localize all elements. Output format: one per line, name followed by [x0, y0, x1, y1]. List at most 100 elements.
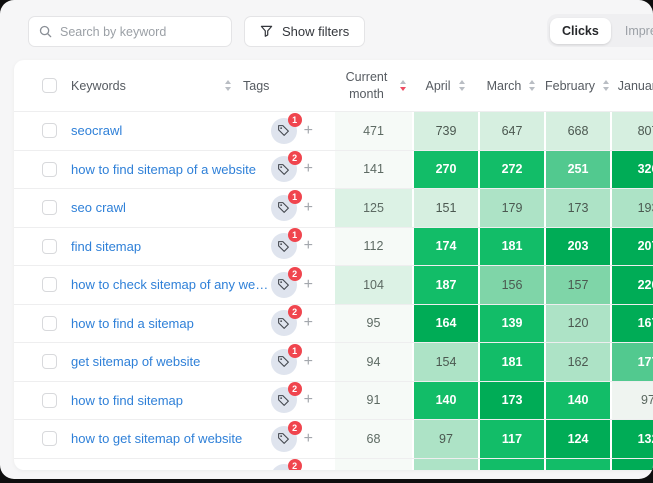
current-month-sort-icon[interactable] — [399, 80, 406, 91]
february-cell: 668 — [544, 112, 610, 150]
tag-button[interactable]: 1 — [270, 343, 302, 375]
tag-button[interactable]: 2 — [270, 151, 302, 183]
add-tag-button[interactable]: + — [303, 198, 313, 216]
show-filters-button[interactable]: Show filters — [244, 16, 366, 47]
row-checkbox[interactable] — [42, 431, 57, 447]
keyword-search-box[interactable] — [28, 16, 232, 47]
row-checkbox[interactable] — [42, 123, 57, 139]
search-input[interactable] — [60, 24, 221, 39]
row-checkbox[interactable] — [42, 161, 57, 177]
april-cell: 187 — [412, 266, 478, 304]
table-row: how to check sitemap of any website 2 + … — [14, 266, 653, 305]
tag-count-badge: 1 — [287, 189, 302, 204]
tag-icon — [278, 433, 290, 445]
april-cell: 151 — [412, 189, 478, 227]
april-cell: 270 — [412, 150, 478, 188]
tag-button[interactable]: 2 — [270, 382, 302, 414]
tag-button[interactable]: 1 — [270, 228, 302, 260]
february-sort-icon[interactable] — [603, 80, 610, 91]
table-header: Keywords Tags Current month April March … — [14, 60, 653, 112]
january-cell: 326 — [610, 150, 653, 188]
march-cell: 272 — [478, 150, 544, 188]
row-checkbox[interactable] — [42, 392, 57, 408]
table-row-partial: 2 + — [14, 458, 653, 470]
keyword-link[interactable]: how to find a sitemap — [71, 315, 194, 331]
keyword-link[interactable]: how to check sitemap of any website — [71, 277, 271, 293]
march-cell: 117 — [478, 420, 544, 458]
tag-count-badge: 2 — [287, 305, 302, 320]
tag-icon — [278, 163, 290, 175]
february-cell: 173 — [544, 189, 610, 227]
add-tag-button[interactable]: + — [303, 275, 313, 293]
january-column-header[interactable]: January — [617, 78, 653, 93]
keyword-link[interactable]: get sitemap of website — [71, 354, 201, 370]
tag-icon — [278, 202, 290, 214]
current-month-column-header[interactable]: Current month — [345, 70, 388, 101]
tag-button[interactable]: 2 — [270, 420, 302, 452]
march-sort-icon[interactable] — [529, 80, 536, 91]
january-cell — [610, 458, 653, 470]
row-checkbox[interactable] — [42, 200, 57, 216]
table-row: how to find sitemap of a website 2 + 141… — [14, 150, 653, 189]
april-cell: 164 — [412, 304, 478, 342]
add-tag-button[interactable]: + — [303, 391, 313, 409]
table-row: find sitemap 1 + 112 174 181 203 207 — [14, 227, 653, 266]
march-cell: 179 — [478, 189, 544, 227]
current-month-cell: 68 — [335, 420, 412, 458]
keyword-link[interactable]: how to find sitemap — [71, 392, 184, 408]
january-cell: 807 — [610, 112, 653, 150]
tag-button[interactable]: 1 — [270, 112, 302, 144]
february-column-header[interactable]: February — [544, 78, 596, 93]
current-month-cell: 95 — [335, 304, 412, 342]
keyword-link[interactable]: how to find sitemap of a website — [71, 161, 256, 177]
add-tag-button[interactable]: + — [303, 160, 313, 178]
keyword-link[interactable]: find sitemap — [71, 238, 142, 254]
select-all-checkbox[interactable] — [42, 78, 57, 93]
top-toolbar: Show filters Clicks Impressions — [0, 0, 653, 60]
row-checkbox[interactable] — [42, 315, 57, 331]
tag-button[interactable]: 2 — [270, 459, 302, 470]
keywords-column-header[interactable]: Keywords — [71, 78, 126, 93]
tag-button[interactable]: 2 — [270, 305, 302, 337]
add-tag-button[interactable]: + — [303, 121, 313, 139]
add-tag-button[interactable]: + — [303, 237, 313, 255]
current-month-cell: 141 — [335, 150, 412, 188]
row-checkbox[interactable] — [42, 354, 57, 370]
add-tag-button[interactable]: + — [304, 469, 313, 470]
table-row: get sitemap of website 1 + 94 154 181 16… — [14, 343, 653, 382]
keywords-sort-icon[interactable] — [225, 80, 231, 91]
march-cell: 173 — [478, 381, 544, 419]
add-tag-button[interactable]: + — [303, 352, 313, 370]
toggle-impressions[interactable]: Impressions — [624, 23, 653, 38]
march-column-header[interactable]: March — [486, 78, 522, 93]
add-tag-button[interactable]: + — [303, 429, 313, 447]
tag-count-badge: 1 — [287, 343, 302, 358]
current-month-cell: 91 — [335, 381, 412, 419]
april-sort-icon[interactable] — [458, 80, 465, 91]
tag-button[interactable]: 2 — [270, 266, 302, 298]
table-row: how to find a sitemap 2 + 95 164 139 120… — [14, 304, 653, 343]
add-tag-button[interactable]: + — [303, 314, 313, 332]
february-cell: 157 — [544, 266, 610, 304]
keyword-link[interactable]: seo crawl — [71, 200, 126, 216]
row-checkbox[interactable] — [42, 277, 57, 293]
march-cell — [478, 458, 544, 470]
march-cell: 139 — [478, 304, 544, 342]
tag-button[interactable]: 1 — [270, 189, 302, 221]
january-cell: 177 — [610, 343, 653, 381]
tag-count-badge: 2 — [287, 382, 302, 397]
tags-column-header: Tags — [243, 78, 270, 93]
february-cell — [544, 458, 610, 470]
metric-toggle: Clicks Impressions — [547, 14, 653, 47]
toggle-clicks[interactable]: Clicks — [550, 17, 611, 44]
keyword-link[interactable]: seocrawl — [71, 123, 123, 139]
keyword-link[interactable]: how to get sitemap of website — [71, 431, 243, 447]
row-checkbox[interactable] — [42, 238, 57, 254]
show-filters-label: Show filters — [282, 24, 350, 39]
current-month-cell: 125 — [335, 189, 412, 227]
tag-count-badge: 2 — [287, 266, 302, 281]
february-cell: 251 — [544, 150, 610, 188]
tag-icon — [278, 356, 290, 368]
april-column-header[interactable]: April — [425, 78, 451, 93]
